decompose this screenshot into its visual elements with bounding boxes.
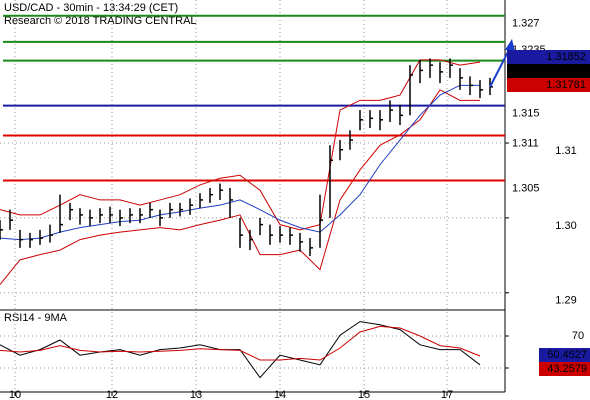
x-tick-label: 15 <box>358 389 370 400</box>
rsi-label-box <box>539 362 590 376</box>
chart-subtitle: Research © 2018 TRADING CENTRAL <box>4 15 197 27</box>
rsi-title: RSI14 - 9MA <box>4 312 68 324</box>
x-tick-label: 13 <box>190 389 202 400</box>
forecast-arrow <box>489 47 511 88</box>
y-tick-label: 70 <box>572 330 584 342</box>
y-tick-label: 1.29 <box>555 295 576 307</box>
price-label: 1.3179 <box>552 65 586 77</box>
price-label: 1.31852 <box>546 51 586 63</box>
rsi-label: 50.4527 <box>547 349 587 361</box>
x-tick-label: 10 <box>9 389 21 400</box>
level-label: 1.311 <box>512 137 539 149</box>
rsi-line <box>0 321 481 379</box>
overlay-line <box>0 59 481 231</box>
rsi-label: 43.2579 <box>547 363 587 375</box>
level-label: 1.327 <box>512 18 540 30</box>
y-tick-label: 1.30 <box>555 220 576 232</box>
overlay-line <box>0 84 480 241</box>
chart-title: USD/CAD - 30min - 13:34:29 (CET) <box>4 2 178 14</box>
overlay-line <box>0 89 480 285</box>
price-label-box <box>507 50 590 64</box>
rsi-line <box>0 325 481 361</box>
rsi-label-box <box>539 348 590 362</box>
x-tick-label: 14 <box>274 389 286 400</box>
price-label: 1.31781 <box>546 79 586 91</box>
level-label: 1.315 <box>512 107 540 119</box>
price-label-box <box>507 78 590 92</box>
forecast-arrowhead <box>505 38 515 52</box>
x-tick-label: 17 <box>441 389 453 400</box>
x-tick-label: 12 <box>106 389 118 400</box>
y-tick-label: 1.31 <box>555 145 576 157</box>
price-label-box <box>507 64 590 78</box>
level-label: 1.305 <box>512 182 540 194</box>
